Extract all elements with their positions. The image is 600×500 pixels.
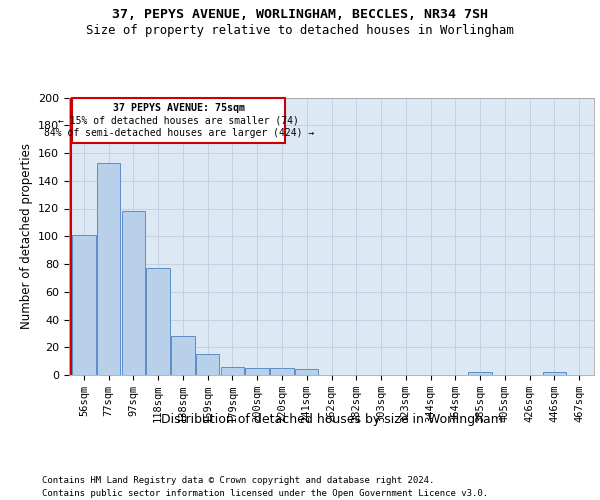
Bar: [97, 162, 121, 375]
Text: Contains HM Land Registry data © Crown copyright and database right 2024.: Contains HM Land Registry data © Crown c…: [42, 476, 434, 485]
Bar: [146, 268, 170, 375]
Text: 84% of semi-detached houses are larger (424) →: 84% of semi-detached houses are larger (…: [44, 128, 314, 138]
Bar: [245, 368, 269, 375]
Y-axis label: Number of detached properties: Number of detached properties: [20, 143, 32, 329]
Text: 37 PEPYS AVENUE: 75sqm: 37 PEPYS AVENUE: 75sqm: [113, 103, 245, 113]
Bar: [221, 366, 244, 375]
Text: Size of property relative to detached houses in Worlingham: Size of property relative to detached ho…: [86, 24, 514, 37]
Text: Contains public sector information licensed under the Open Government Licence v3: Contains public sector information licen…: [42, 489, 488, 498]
FancyBboxPatch shape: [72, 98, 285, 144]
Bar: [171, 336, 194, 375]
Text: 37, PEPYS AVENUE, WORLINGHAM, BECCLES, NR34 7SH: 37, PEPYS AVENUE, WORLINGHAM, BECCLES, N…: [112, 8, 488, 20]
Bar: [196, 354, 220, 375]
Bar: [122, 212, 145, 375]
Bar: [542, 372, 566, 375]
Text: ← 15% of detached houses are smaller (74): ← 15% of detached houses are smaller (74…: [58, 116, 299, 126]
Bar: [469, 372, 492, 375]
Bar: [270, 368, 294, 375]
Text: Distribution of detached houses by size in Worlingham: Distribution of detached houses by size …: [161, 412, 502, 426]
Bar: [72, 235, 95, 375]
Bar: [295, 370, 319, 375]
